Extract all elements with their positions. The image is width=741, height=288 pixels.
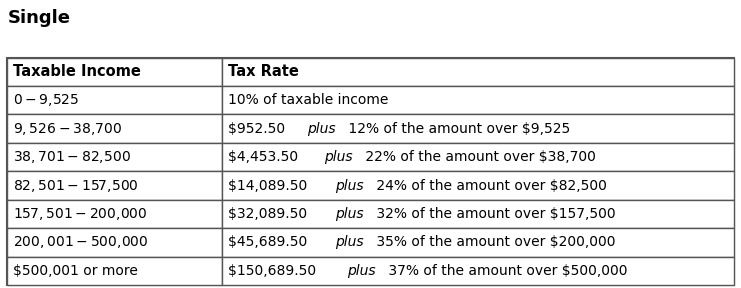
Text: $4,453.50: $4,453.50 [227,150,302,164]
Text: plus: plus [324,150,352,164]
Text: $32,089.50: $32,089.50 [227,207,311,221]
Text: 35% of the amount over $200,000: 35% of the amount over $200,000 [373,236,616,249]
Text: $500,001 or more: $500,001 or more [13,264,139,278]
FancyBboxPatch shape [222,143,734,171]
FancyBboxPatch shape [222,171,734,200]
FancyBboxPatch shape [7,200,222,228]
Text: 32% of the amount over $157,500: 32% of the amount over $157,500 [372,207,616,221]
Text: plus: plus [336,207,364,221]
Text: 22% of the amount over $38,700: 22% of the amount over $38,700 [361,150,596,164]
Text: $82,501 - $157,500: $82,501 - $157,500 [13,178,139,194]
Text: $9,526 - $38,700: $9,526 - $38,700 [13,121,122,137]
Text: 37% of the amount over $500,000: 37% of the amount over $500,000 [384,264,628,278]
Text: $200,001 - $500,000: $200,001 - $500,000 [13,234,149,251]
FancyBboxPatch shape [7,143,222,171]
FancyBboxPatch shape [7,171,222,200]
FancyBboxPatch shape [7,114,222,143]
Text: $952.50: $952.50 [227,122,289,136]
Text: $45,689.50: $45,689.50 [227,236,311,249]
Text: $38,701 - $82,500: $38,701 - $82,500 [13,149,131,165]
Text: Taxable Income: Taxable Income [13,64,142,79]
FancyBboxPatch shape [222,58,734,86]
Text: 10% of taxable income: 10% of taxable income [227,93,388,107]
FancyBboxPatch shape [7,257,222,285]
FancyBboxPatch shape [222,257,734,285]
FancyBboxPatch shape [7,86,222,114]
Text: plus: plus [307,122,336,136]
Text: plus: plus [336,179,364,193]
FancyBboxPatch shape [222,86,734,114]
Text: $150,689.50: $150,689.50 [227,264,320,278]
FancyBboxPatch shape [7,228,222,257]
Text: plus: plus [347,264,376,278]
FancyBboxPatch shape [222,114,734,143]
Text: $14,089.50: $14,089.50 [227,179,311,193]
Text: plus: plus [336,236,364,249]
Text: Single: Single [7,9,70,27]
FancyBboxPatch shape [222,228,734,257]
Text: $0 - $9,525: $0 - $9,525 [13,92,79,108]
Text: Tax Rate: Tax Rate [227,64,299,79]
FancyBboxPatch shape [222,200,734,228]
FancyBboxPatch shape [7,58,222,86]
Text: 24% of the amount over $82,500: 24% of the amount over $82,500 [373,179,608,193]
FancyBboxPatch shape [7,58,734,285]
Text: $157,501 - $200,000: $157,501 - $200,000 [13,206,147,222]
Text: 12% of the amount over $9,525: 12% of the amount over $9,525 [344,122,570,136]
